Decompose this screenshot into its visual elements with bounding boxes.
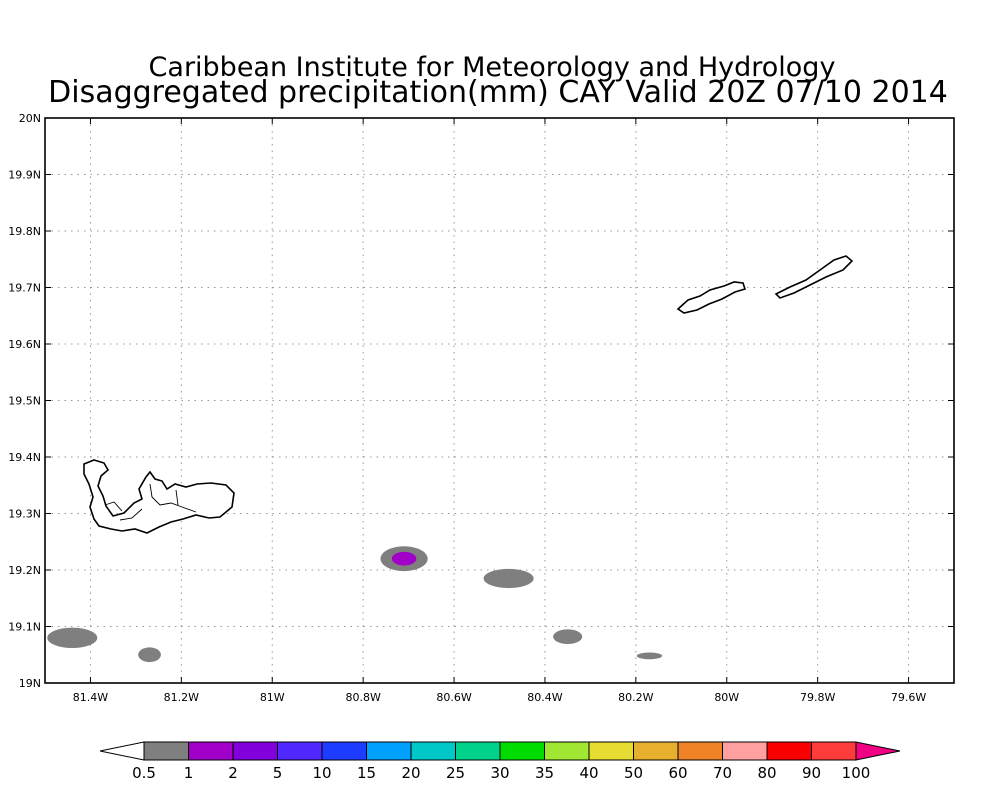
x-tick-label: 81.4W (73, 691, 108, 704)
y-tick-label: 20N (19, 112, 41, 125)
x-tick-label: 80.6W (436, 691, 471, 704)
x-axis-ticks: 81.4W 81.2W 81W 80.8W 80.6W 80.4W 80.2W 80W 79.8… (73, 118, 926, 704)
y-tick-label: 19.7N (8, 282, 41, 295)
precipitation-cell (636, 652, 663, 660)
chart-title: Caribbean Institute for Meteorology and … (149, 52, 836, 83)
y-axis-ticks: 19N 19.1N 19.2N 19.3N 19.4N 19.5N 19.6N 19.7N 19… (8, 112, 954, 690)
x-tick-label: 81.2W (164, 691, 199, 704)
colorbar-label: 1 (184, 764, 194, 782)
coastlines (83, 255, 854, 534)
colorbar-upper-arrow (855, 741, 901, 761)
colorbar-box (544, 741, 590, 761)
x-tick-label: 81W (260, 691, 285, 704)
x-tick-label: 80.4W (527, 691, 562, 704)
colorbar-box (143, 741, 189, 761)
colorbar-box (633, 741, 679, 761)
colorbar-label: 30 (490, 764, 509, 782)
precipitation-cell (553, 629, 583, 645)
x-tick-label: 79.8W (800, 691, 835, 704)
colorbar-box (410, 741, 456, 761)
y-tick-label: 19.9N (8, 169, 41, 182)
colorbar-label: 10 (312, 764, 331, 782)
colorbar-label: 80 (757, 764, 776, 782)
y-tick-label: 19.8N (8, 225, 41, 238)
colorbar-label: 70 (713, 764, 732, 782)
y-tick-label: 19.5N (8, 395, 41, 408)
y-tick-label: 19.2N (8, 564, 41, 577)
x-tick-label: 80W (714, 691, 739, 704)
colorbar-box (811, 741, 857, 761)
grand-cayman-island (83, 459, 235, 534)
colorbar-label: 100 (842, 764, 871, 782)
colorbar-lower-arrow (99, 741, 145, 761)
y-tick-label: 19N (19, 677, 41, 690)
colorbar-box (188, 741, 234, 761)
colorbar: 0.5 1 2 5 10 15 20 25 30 35 40 50 60 70 80 90 100 (99, 741, 901, 782)
colorbar-box (277, 741, 323, 761)
precipitation-cell (391, 551, 417, 566)
colorbar-label: 60 (668, 764, 687, 782)
colorbar-box (588, 741, 634, 761)
colorbar-box (499, 741, 545, 761)
precipitation-field (47, 546, 663, 663)
colorbar-label: 20 (401, 764, 420, 782)
precipitation-cell (138, 647, 161, 663)
colorbar-box (766, 741, 812, 761)
colorbar-label: 0.5 (132, 764, 156, 782)
colorbar-box (677, 741, 723, 761)
colorbar-label: 35 (535, 764, 554, 782)
colorbar-box (722, 741, 768, 761)
y-tick-label: 19.4N (8, 451, 41, 464)
x-tick-label: 80.2W (618, 691, 653, 704)
colorbar-label: 5 (273, 764, 283, 782)
cayman-brac-island (774, 255, 854, 299)
colorbar-label: 40 (579, 764, 598, 782)
chart-subtitle: Disaggregated precipitation(mm) CAY Vali… (48, 75, 948, 110)
y-tick-label: 19.1N (8, 621, 41, 634)
colorbar-label: 2 (228, 764, 238, 782)
colorbar-box (321, 741, 367, 761)
x-tick-label: 80.8W (345, 691, 380, 704)
colorbar-box (455, 741, 501, 761)
colorbar-label: 50 (624, 764, 643, 782)
little-cayman-island (676, 281, 747, 314)
precipitation-cell (483, 568, 534, 589)
y-tick-label: 19.6N (8, 338, 41, 351)
y-tick-label: 19.3N (8, 508, 41, 521)
colorbar-box (366, 741, 412, 761)
precipitation-cell (47, 627, 98, 648)
colorbar-label: 15 (357, 764, 376, 782)
colorbar-box (232, 741, 278, 761)
x-tick-label: 79.6W (891, 691, 926, 704)
colorbar-label: 25 (446, 764, 465, 782)
colorbar-label: 90 (802, 764, 821, 782)
map-grid (45, 118, 954, 683)
